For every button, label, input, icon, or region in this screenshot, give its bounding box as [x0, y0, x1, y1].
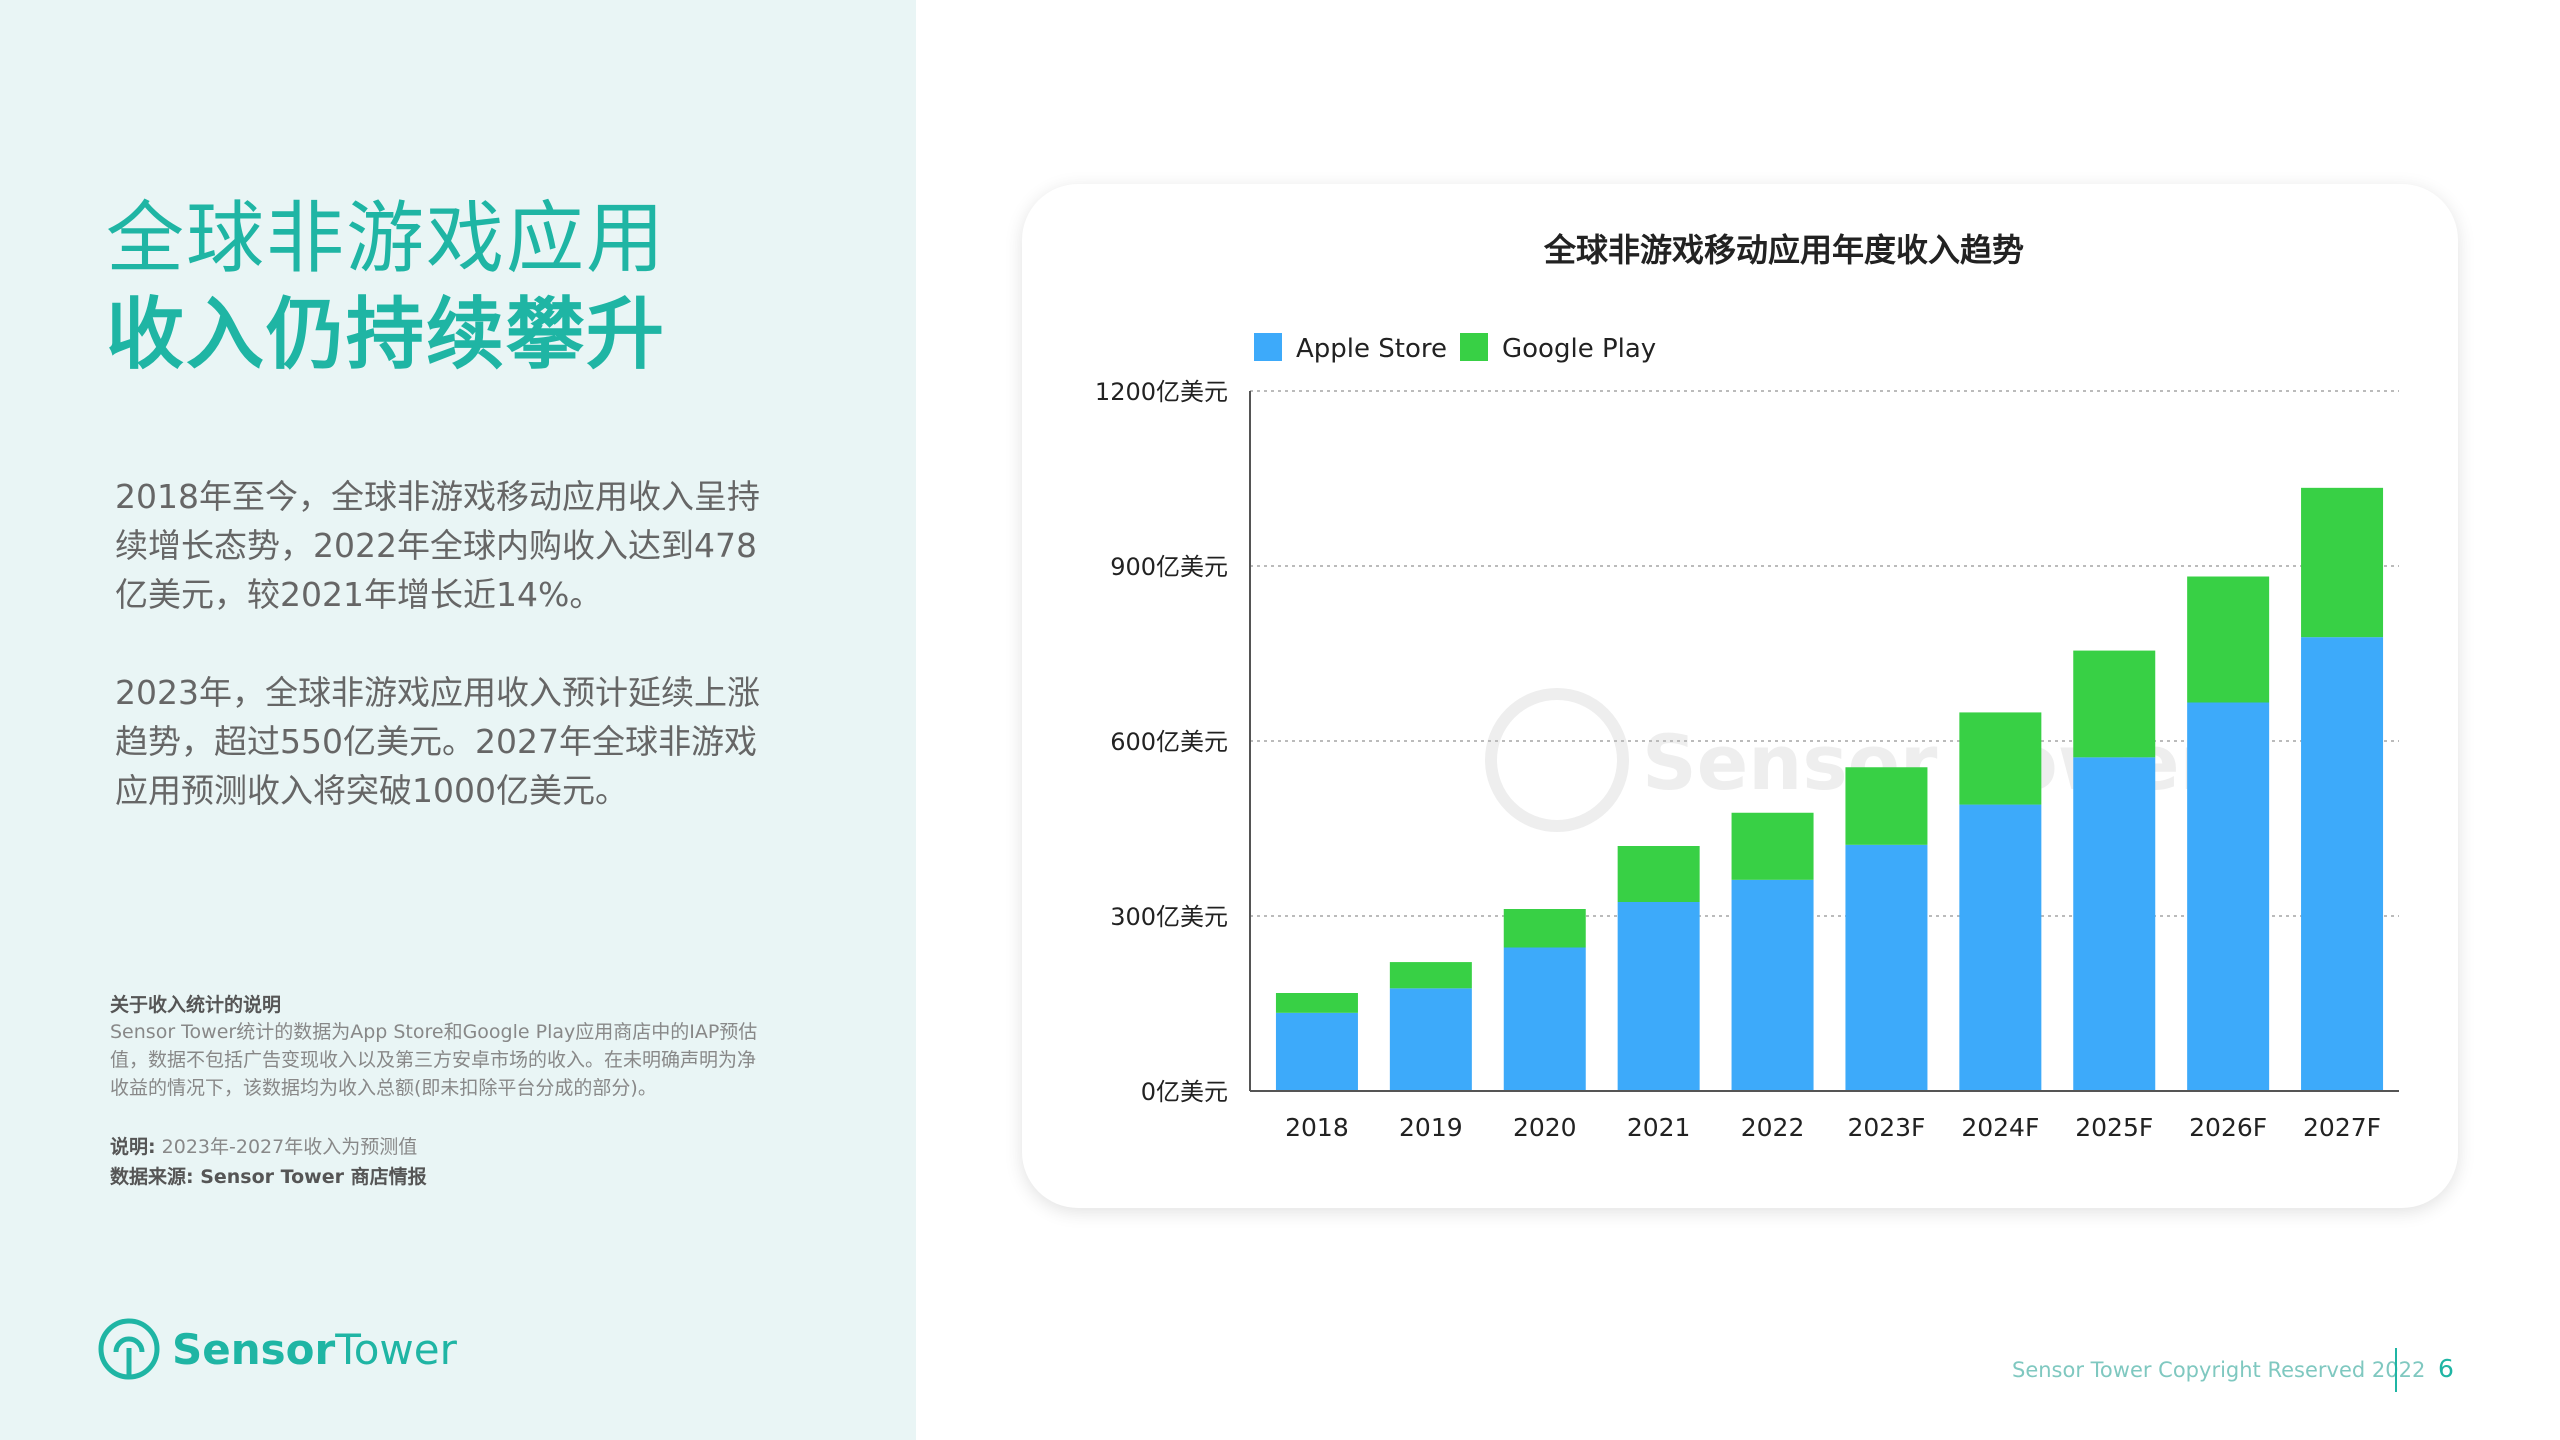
explain-label: 说明: [110, 1136, 156, 1158]
bar-apple-store [1389, 988, 1472, 1091]
bar-apple-store [1845, 844, 1928, 1091]
bar-apple-store [2301, 637, 2384, 1091]
y-tick-label: 0亿美元 [1141, 1078, 1228, 1106]
bar-google-play [1503, 909, 1586, 948]
x-tick-label: 2026F [2189, 1113, 2267, 1142]
explain-text: 2023年-2027年收入为预测值 [161, 1136, 418, 1158]
note-heading: 关于收入统计的说明 [110, 994, 282, 1016]
bar-google-play [2073, 650, 2156, 758]
bar-google-play [1389, 962, 1472, 989]
bar-apple-store [1275, 1012, 1358, 1091]
bar-google-play [2187, 576, 2270, 703]
chart-card: 全球非游戏移动应用年度收入趋势 Sensor Tower Apple Store Go… [1022, 184, 2458, 1208]
x-tick-label: 2025F [2075, 1113, 2153, 1142]
sensor-tower-logo: SensorTower [98, 1318, 457, 1380]
bar-google-play [1845, 767, 1928, 845]
bar-google-play [1959, 712, 2042, 805]
y-tick-label: 900亿美元 [1110, 553, 1228, 581]
logo-text-sensor: Sensor [172, 1324, 336, 1374]
sensor-tower-logo-icon [98, 1318, 160, 1380]
bar-apple-store [1503, 947, 1586, 1091]
bar-google-play [1731, 812, 1814, 880]
x-tick-label: 2027F [2303, 1113, 2381, 1142]
bar-google-play [2301, 487, 2384, 638]
watermark-icon [1485, 688, 1629, 832]
legend-label-1: Google Play [1502, 334, 1656, 364]
note-body: Sensor Tower统计的数据为App Store和Google Play应… [110, 1021, 758, 1099]
x-tick-label: 2021 [1627, 1113, 1691, 1142]
title-line-1: 全球非游戏应用 [106, 194, 667, 284]
x-tick-label: 2018 [1285, 1113, 1349, 1142]
bar-google-play [1617, 846, 1700, 902]
logo-text-tower: Tower [335, 1324, 457, 1374]
bar-apple-store [1617, 902, 1700, 1091]
x-tick-label: 2022 [1741, 1113, 1805, 1142]
x-tick-label: 2024F [1961, 1113, 2039, 1142]
left-panel: 全球非游戏应用 收入仍持续攀升 2018年至今，全球非游戏移动应用收入呈持续增长… [0, 0, 916, 1440]
bar-google-play [1275, 993, 1358, 1013]
explain-note: 说明: 2023年-2027年收入为预测值 [110, 1132, 417, 1159]
x-tick-label: 2020 [1513, 1113, 1577, 1142]
copyright: Sensor Tower Copyright Reserved 2022 [2012, 1358, 2426, 1382]
legend-swatch-1 [1460, 333, 1488, 361]
paragraph-1: 2018年至今，全球非游戏移动应用收入呈持续增长态势，2022年全球内购收入达到… [115, 477, 760, 614]
chart-title: 全球非游戏移动应用年度收入趋势 [1543, 231, 2024, 269]
bar-apple-store [1731, 879, 1814, 1091]
data-source: 数据来源: Sensor Tower 商店情报 [110, 1166, 427, 1188]
y-tick-label: 600亿美元 [1110, 728, 1228, 756]
legend-swatch-0 [1254, 333, 1282, 361]
page-number: 6 [2438, 1354, 2454, 1383]
title-line-2: 收入仍持续攀升 [106, 290, 667, 380]
x-tick-label: 2023F [1847, 1113, 1925, 1142]
y-tick-label: 300亿美元 [1110, 903, 1228, 931]
bar-apple-store [2073, 757, 2156, 1091]
bar-apple-store [1959, 804, 2042, 1091]
footer-divider [2395, 1348, 2397, 1392]
y-tick-label: 1200亿美元 [1095, 378, 1228, 406]
x-tick-label: 2019 [1399, 1113, 1463, 1142]
paragraph-2: 2023年，全球非游戏应用收入预计延续上涨趋势，超过550亿美元。2027年全球… [115, 673, 760, 810]
bar-apple-store [2187, 702, 2270, 1091]
legend-label-0: Apple Store [1296, 334, 1447, 364]
